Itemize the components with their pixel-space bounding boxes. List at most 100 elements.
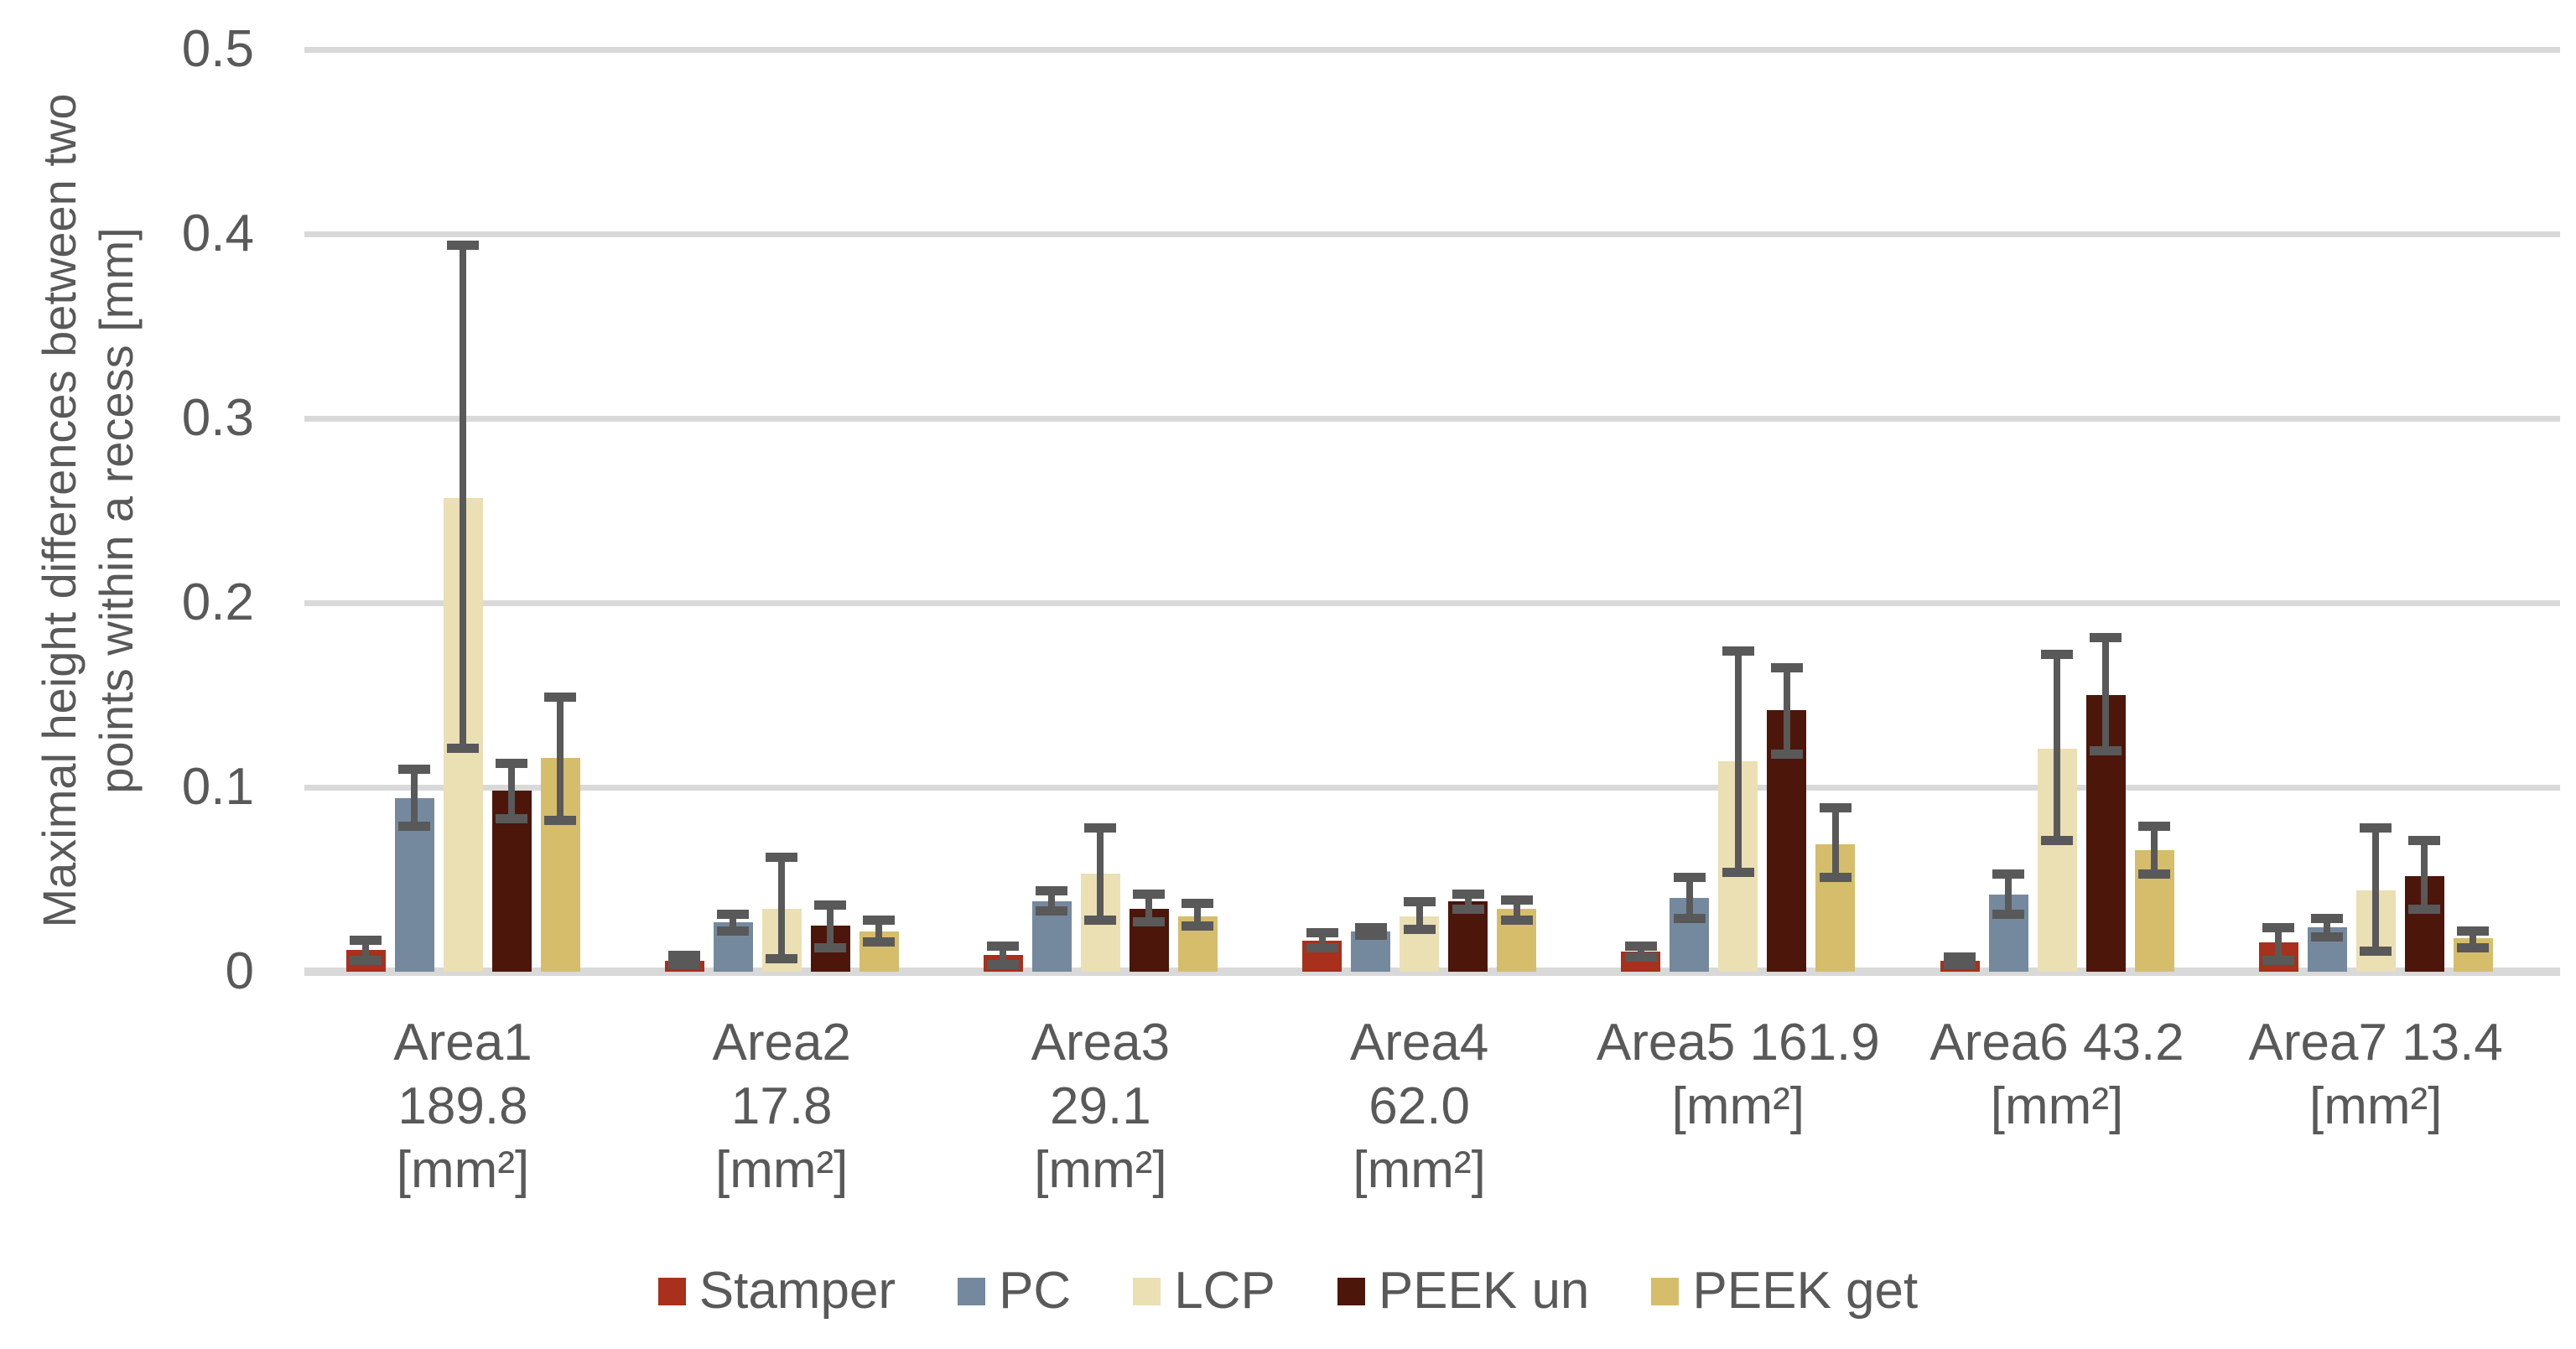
error-bar-cap-top [1673, 873, 1706, 883]
error-bar-cap-top [1036, 885, 1068, 895]
error-bar-line [1000, 946, 1007, 965]
x-axis-label-line: [mm²] [1034, 1141, 1167, 1199]
x-axis-label-line: [mm²] [1671, 1077, 1805, 1135]
error-bar-line [1318, 932, 1326, 948]
error-bar-cap-bottom [1722, 867, 1754, 877]
error-bar-cap-bottom [717, 926, 750, 937]
x-axis-label-4: Area4 62.0 [mm²] [1350, 1011, 1488, 1202]
error-bar-line [778, 857, 786, 959]
error-bar-cap-top [496, 758, 527, 768]
error-bar-cap-bottom [1133, 917, 1166, 927]
error-bar-cap-bottom [1036, 905, 1068, 916]
error-bar-cap-bottom [2408, 904, 2441, 914]
error-bar-cap-bottom [814, 942, 847, 952]
plot-area [304, 46, 2560, 976]
legend: Stamper PC LCP PEEK un PEEK get [0, 1262, 2576, 1320]
error-bar-cap-bottom [2041, 836, 2073, 846]
error-bar-line [1734, 651, 1742, 873]
error-bar-cap-top [766, 853, 798, 863]
x-axis-label-line: Area2 [712, 1014, 851, 1071]
error-bar-line [1097, 828, 1104, 921]
legend-swatch-icon [657, 1277, 686, 1305]
legend-swatch-icon [1651, 1277, 1680, 1305]
error-bar-cap-bottom [1992, 910, 2024, 920]
error-bar-line [362, 940, 369, 961]
bar-group-6 [1940, 49, 2174, 972]
y-tick-label: 0.4 [181, 205, 254, 262]
error-bar-line [2275, 927, 2283, 961]
error-bar-cap-top [1133, 890, 1166, 900]
legend-label: PEEK un [1378, 1262, 1590, 1320]
legend-swatch-icon [958, 1277, 986, 1305]
error-bar-cap-bottom [1673, 913, 1706, 923]
y-tick-label: 0.1 [181, 758, 254, 816]
x-axis-label-line: [mm²] [396, 1141, 530, 1199]
x-axis-label-3: Area3 29.1 [mm²] [1031, 1011, 1170, 1202]
x-axis-label-2: Area2 17.8 [mm²] [712, 1011, 850, 1202]
error-bar-cap-top [987, 941, 1020, 951]
error-bar-cap-bottom [2457, 942, 2490, 952]
x-axis-label-line: Area7 13.4 [2248, 1014, 2503, 1071]
y-tick-label: 0 [225, 942, 254, 1000]
legend-item-pc: PC [958, 1262, 1071, 1320]
error-bar-cap-top [350, 936, 382, 946]
gridline [304, 599, 2560, 606]
error-bar-cap-top [544, 692, 576, 702]
legend-swatch-icon [1133, 1277, 1161, 1305]
x-axis-label-6: Area6 43.2 [mm²] [1929, 1011, 2184, 1139]
error-bar-line [411, 769, 418, 827]
error-bar-line [1831, 807, 1839, 878]
x-axis-label-line: [mm²] [1990, 1077, 2124, 1135]
error-bar-line [2102, 637, 2109, 750]
error-bar-cap-bottom [1770, 749, 1803, 759]
error-bar-cap-bottom [1819, 873, 1852, 883]
gridline [304, 46, 2560, 53]
bar-group-4 [1302, 49, 1537, 972]
error-bar-cap-top [1084, 822, 1117, 833]
error-bar-cap-bottom [987, 959, 1020, 969]
y-tick-label: 0.2 [181, 573, 254, 631]
x-axis-label-line: Area4 [1349, 1014, 1489, 1071]
error-bar-line [1145, 894, 1153, 922]
error-bar-line [2470, 931, 2477, 948]
error-bar-line [2054, 654, 2060, 841]
error-bar-cap-bottom [447, 744, 479, 754]
x-axis-label-line: Area1 [393, 1014, 532, 1071]
error-bar-cap-bottom [2138, 869, 2170, 879]
legend-label: LCP [1174, 1262, 1275, 1320]
error-bar-cap-top [1722, 646, 1754, 656]
error-bar-line [1048, 890, 1056, 911]
error-bar-cap-top [1500, 895, 1533, 905]
error-bar-cap-bottom [350, 956, 382, 966]
error-bar-cap-bottom [2311, 931, 2344, 942]
error-bar-cap-bottom [863, 937, 896, 947]
legend-item-stamper: Stamper [657, 1262, 896, 1320]
error-bar-cap-bottom [766, 954, 798, 964]
error-bar-cap-top [2090, 633, 2122, 643]
gridline [304, 231, 2560, 237]
legend-item-lcp: LCP [1133, 1262, 1275, 1320]
error-bar-cap-bottom [1500, 915, 1533, 925]
error-bar-cap-top [447, 240, 479, 250]
x-axis-baseline [304, 968, 2560, 976]
error-bar-cap-top [1306, 928, 1338, 938]
error-bar-cap-bottom [1452, 904, 1484, 914]
error-bar-cap-bottom [2262, 956, 2295, 966]
y-axis-ticks: 0 0.1 0.2 0.3 0.4 0.5 [0, 0, 254, 1349]
bar-group-2 [664, 49, 899, 972]
gridline [304, 784, 2560, 791]
bar-group-7 [2258, 49, 2493, 972]
error-bar-cap-bottom [1624, 952, 1657, 962]
x-axis-label-line: 189.8 [397, 1077, 528, 1135]
bar-group-1 [345, 49, 580, 972]
error-bar-line [1464, 894, 1472, 910]
x-axis-label-1: Area1 189.8 [mm²] [393, 1011, 532, 1202]
error-bar-cap-top [1452, 890, 1484, 900]
error-bar-cap-bottom [544, 816, 576, 826]
error-bar-line [875, 920, 883, 942]
error-bar-line [2005, 874, 2012, 915]
legend-label: PEEK get [1692, 1262, 1919, 1320]
error-bar-line [1194, 903, 1202, 926]
x-axis-label-5: Area5 161.9 [mm²] [1597, 1011, 1880, 1139]
